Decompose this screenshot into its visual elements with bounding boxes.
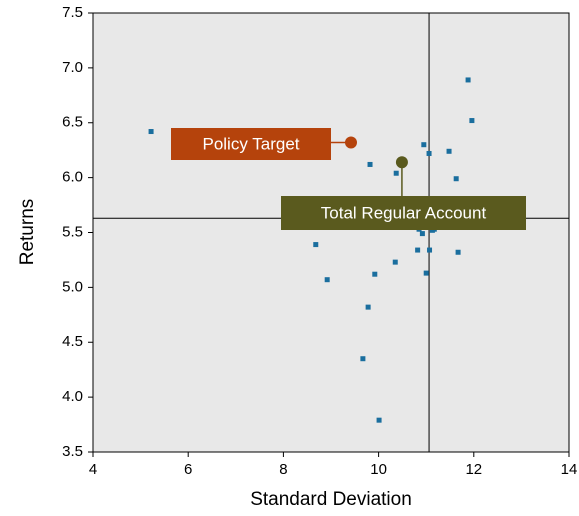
highlight-point (395, 156, 408, 169)
point (324, 277, 330, 283)
y-tick-label: 6.0 (62, 169, 83, 186)
y-tick-label: 4.5 (62, 333, 83, 350)
point (393, 170, 399, 176)
annotation-label: Total Regular Account (321, 203, 487, 222)
point (376, 417, 382, 423)
point (313, 242, 319, 248)
y-tick-label: 5.5 (62, 223, 83, 240)
y-tick-label: 3.5 (62, 443, 83, 460)
highlight-point (344, 136, 357, 149)
point (419, 231, 425, 237)
point (423, 270, 429, 276)
point (427, 247, 433, 253)
y-tick-label: 5.0 (62, 278, 83, 295)
point (455, 249, 461, 255)
x-tick-label: 14 (561, 461, 578, 478)
point (421, 142, 427, 148)
point (372, 271, 378, 277)
y-tick-label: 7.5 (62, 4, 83, 21)
point (469, 118, 475, 124)
point (392, 259, 398, 265)
point (365, 304, 371, 310)
plot-area (92, 12, 570, 453)
point (367, 161, 373, 167)
point (426, 150, 432, 156)
y-tick-label: 4.0 (62, 388, 83, 405)
annotation-box (281, 196, 526, 230)
x-axis-title: Standard Deviation (250, 489, 412, 510)
point (453, 176, 459, 182)
x-tick-label: 12 (465, 461, 482, 478)
point (360, 356, 366, 362)
point (465, 77, 471, 83)
point (148, 129, 154, 135)
point (415, 247, 421, 253)
point (446, 148, 452, 154)
x-tick-label: 10 (370, 461, 387, 478)
annotation-label: Policy Target (202, 134, 299, 153)
y-tick-label: 6.5 (62, 114, 83, 131)
y-axis-title: Returns (17, 199, 38, 266)
x-tick-label: 4 (89, 461, 97, 478)
annotation-box (171, 128, 331, 160)
y-tick-label: 7.0 (62, 59, 83, 76)
x-tick-label: 8 (279, 461, 287, 478)
x-tick-label: 6 (184, 461, 192, 478)
